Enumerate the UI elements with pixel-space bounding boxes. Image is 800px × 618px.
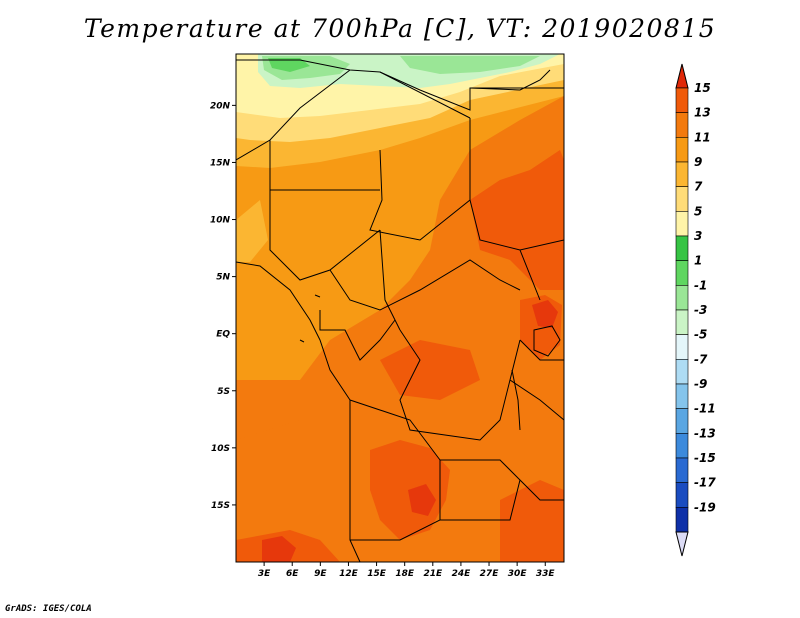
field-dark-orange-sw bbox=[236, 380, 340, 440]
lat-tick-label: 15S bbox=[211, 501, 230, 511]
colorbar-box bbox=[675, 507, 689, 533]
field-red-1 bbox=[532, 300, 558, 328]
colorbar-label: -7 bbox=[694, 352, 708, 366]
field-green-mid-2 bbox=[400, 56, 540, 74]
lon-tick-label: 15E bbox=[367, 569, 387, 579]
colorbar-box bbox=[675, 482, 689, 508]
field-red-orange-east bbox=[470, 150, 564, 290]
lon-tick-label: 33E bbox=[536, 569, 556, 579]
colorbar-box bbox=[675, 87, 689, 113]
lon-tick-label: 30E bbox=[508, 569, 528, 579]
colorbar-label: 1 bbox=[694, 254, 702, 268]
colorbar-box bbox=[675, 309, 689, 335]
colorbar-label: -15 bbox=[694, 451, 716, 465]
colorbar-label: 11 bbox=[694, 130, 711, 144]
chart-title: Temperature at 700hPa [C], VT: 201902081… bbox=[83, 14, 717, 43]
colorbar-label: 7 bbox=[694, 180, 703, 194]
colorbar-box bbox=[675, 433, 689, 459]
field-red-2 bbox=[262, 536, 296, 562]
colorbar-box bbox=[675, 383, 689, 409]
lat-tick-label: 15N bbox=[210, 158, 231, 168]
colorbar-label: -11 bbox=[694, 402, 716, 416]
lat-tick-label: 10S bbox=[211, 444, 230, 454]
grads-credit: GrADS: IGES/COLA bbox=[5, 604, 92, 614]
lon-tick-label: 6E bbox=[286, 569, 299, 579]
colorbar-label: 15 bbox=[694, 81, 711, 95]
field-red-orange-congo bbox=[380, 340, 480, 400]
colorbar-box bbox=[675, 408, 689, 434]
lon-tick-label: 18E bbox=[395, 569, 415, 579]
colorbar-box bbox=[675, 112, 689, 138]
colorbar-box bbox=[675, 235, 689, 261]
temperature-field bbox=[236, 54, 564, 562]
colorbar-box bbox=[675, 137, 689, 163]
lat-tick-label: 5S bbox=[217, 387, 230, 397]
colorbar-top-arrow bbox=[675, 63, 689, 89]
field-west-light bbox=[236, 200, 268, 262]
country-borders bbox=[236, 59, 564, 562]
colorbar-box bbox=[675, 334, 689, 360]
colorbar-box bbox=[675, 285, 689, 311]
lat-ticks: 20N 15N 10N 5N EQ 5S 10S 15S bbox=[210, 101, 236, 511]
colorbar-box bbox=[675, 211, 689, 237]
colorbar-label: -5 bbox=[694, 328, 707, 342]
colorbar-label: 9 bbox=[694, 155, 702, 169]
lon-tick-label: 24E bbox=[452, 569, 472, 579]
colorbar-label: -17 bbox=[694, 476, 716, 490]
lat-tick-label: 5N bbox=[216, 273, 230, 283]
field-green-dark bbox=[268, 58, 310, 72]
colorbar-label: 13 bbox=[694, 106, 711, 120]
map-frame bbox=[235, 53, 565, 563]
colorbar-label: -3 bbox=[694, 303, 707, 317]
colorbar-label: -9 bbox=[694, 377, 707, 391]
lat-tick-label: 20N bbox=[210, 101, 231, 111]
lon-tick-label: 21E bbox=[423, 569, 443, 579]
colorbar-label: -1 bbox=[694, 278, 707, 292]
field-red-3 bbox=[408, 484, 436, 516]
colorbar-label: -13 bbox=[694, 426, 716, 440]
lat-tick-label: EQ bbox=[216, 330, 230, 340]
colorbar-bottom-arrow bbox=[675, 531, 689, 557]
colorbar-box bbox=[675, 359, 689, 385]
lon-tick-label: 9E bbox=[314, 569, 327, 579]
colorbar-box bbox=[675, 161, 689, 187]
lon-tick-label: 3E bbox=[258, 569, 271, 579]
colorbar-box bbox=[675, 260, 689, 286]
colorbar-label: -19 bbox=[694, 500, 716, 514]
colorbar-label: 5 bbox=[694, 204, 702, 218]
lon-tick-label: 27E bbox=[480, 569, 500, 579]
colorbar-box bbox=[675, 457, 689, 483]
lon-tick-label: 12E bbox=[339, 569, 359, 579]
lon-ticks: 3E 6E 9E 12E 15E 18E 21E 24E 27E 30E 33E bbox=[258, 562, 556, 579]
lat-tick-label: 10N bbox=[210, 216, 231, 226]
colorbar: 15 13 11 9 7 5 3 1 -1 -3 -5 -7 -9 -11 -13 -15 -17 -19 bbox=[675, 63, 716, 557]
colorbar-label: 3 bbox=[694, 229, 702, 243]
colorbar-box bbox=[675, 186, 689, 212]
